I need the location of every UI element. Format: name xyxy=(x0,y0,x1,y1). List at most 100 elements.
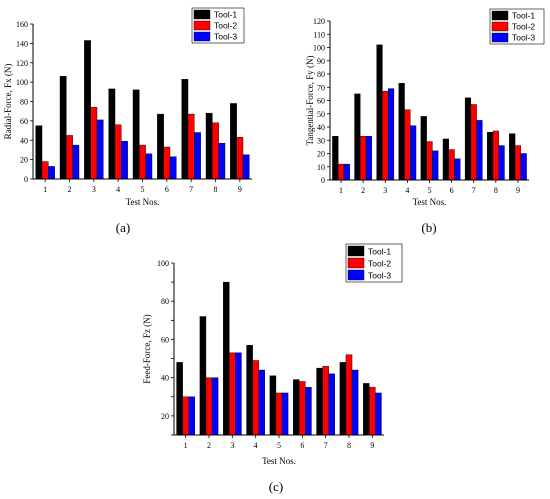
x-tick-label: 2 xyxy=(68,185,72,194)
x-tick-label: 9 xyxy=(516,186,520,195)
bar-tool-1-test-7 xyxy=(316,367,323,436)
bar-tool-3-test-9 xyxy=(375,392,382,436)
x-tick-label: 3 xyxy=(92,185,96,194)
chart-b: 0 10 20 30 40 50 60 70 80 90 100 110 120 1 2 3 4 5 6 7 8 9 Tes… xyxy=(305,8,545,235)
bar-tool-3-test-1 xyxy=(48,166,55,180)
x-tick-label: 9 xyxy=(370,441,374,450)
y-tick-label: 40 xyxy=(20,136,28,145)
bar-tool-2-test-7 xyxy=(322,366,329,436)
y-tick-label: 110 xyxy=(313,30,325,39)
legend-label-tool-2: Tool-2 xyxy=(512,22,535,32)
legend-swatch-tool-3 xyxy=(491,32,509,43)
bar-tool-1-test-8 xyxy=(339,362,347,436)
legend-label-tool-2: Tool-2 xyxy=(214,21,237,31)
x-tick-label: 4 xyxy=(254,441,258,450)
bar-tool-2-test-2 xyxy=(360,136,367,181)
bar-tool-3-test-1 xyxy=(188,396,195,436)
bar-tool-1-test-3 xyxy=(376,44,383,181)
y-tick-label: 40 xyxy=(317,123,325,132)
y-tick-label: 80 xyxy=(161,297,169,306)
x-tick-label: 7 xyxy=(189,185,193,194)
y-tick-label: 40 xyxy=(161,374,169,383)
bar-tool-3-test-4 xyxy=(410,125,417,181)
bar-tool-3-test-5 xyxy=(281,392,289,436)
y-tick-label: 120 xyxy=(313,17,325,26)
x-axis-label: Test Nos. xyxy=(262,456,296,466)
y-tick-label: 20 xyxy=(20,156,28,165)
bar-tool-3-test-6 xyxy=(305,387,312,436)
bar-tool-2-test-6 xyxy=(299,381,306,436)
bar-tool-1-test-9 xyxy=(363,383,370,436)
bar-tool-1-test-4 xyxy=(108,88,116,180)
y-tick-label: 70 xyxy=(317,83,325,92)
bar-tool-3-test-9 xyxy=(520,153,527,181)
legend-label-tool-1: Tool-1 xyxy=(214,10,237,20)
bar-tool-2-test-5 xyxy=(275,392,283,436)
bar-tool-1-test-8 xyxy=(487,132,494,181)
bar-tool-2-test-6 xyxy=(163,146,171,180)
bar-tool-2-test-1 xyxy=(337,163,345,181)
bar-tool-2-test-3 xyxy=(229,352,236,436)
bar-tool-1-test-3 xyxy=(223,281,230,436)
x-tick-label: 8 xyxy=(347,441,351,450)
y-tick-label: 60 xyxy=(161,335,169,344)
x-tick-label: 9 xyxy=(238,185,242,194)
bar-tool-1-test-2 xyxy=(354,93,361,181)
bar-tool-3-test-8 xyxy=(498,145,505,181)
bar-tool-3-test-5 xyxy=(145,153,153,180)
bar-tool-3-test-2 xyxy=(211,377,219,436)
bar-tool-2-test-4 xyxy=(404,109,411,181)
x-tick-label: 8 xyxy=(494,186,498,195)
bar-tool-1-test-5 xyxy=(132,89,140,180)
bar-tool-2-test-2 xyxy=(66,135,73,180)
y-axis-label: Radial-Force, Fx (N) xyxy=(3,64,13,140)
y-axis-label: Tangential-Force, Fy (N) xyxy=(305,55,315,145)
bar-tool-1-test-7 xyxy=(464,97,472,181)
bar-tool-1-test-8 xyxy=(205,112,213,180)
bar-tool-2-test-1 xyxy=(182,396,189,436)
bar-tool-3-test-8 xyxy=(218,142,226,180)
bar-tool-3-test-6 xyxy=(169,156,177,180)
bar-tool-2-test-3 xyxy=(382,91,389,181)
legend-swatch-tool-3 xyxy=(193,31,211,42)
x-tick-label: 4 xyxy=(405,186,409,195)
bar-tool-2-test-9 xyxy=(236,137,244,180)
legend-label-tool-1: Tool-1 xyxy=(512,11,535,21)
bar-tool-2-test-4 xyxy=(252,360,259,436)
x-tick-label: 7 xyxy=(324,441,328,450)
y-tick-label: 10 xyxy=(317,163,325,172)
bar-tool-2-test-3 xyxy=(90,107,98,180)
bar-tool-1-test-6 xyxy=(293,379,300,436)
bar-tool-2-test-9 xyxy=(369,387,376,436)
x-axis-label: Test Nos. xyxy=(126,197,160,207)
x-tick-label: 1 xyxy=(339,186,343,195)
bar-tool-3-test-4 xyxy=(258,369,265,436)
bar-tool-1-test-6 xyxy=(157,113,164,180)
y-tick-label: 0 xyxy=(321,176,325,185)
x-tick-label: 1 xyxy=(184,441,188,450)
x-tick-label: 6 xyxy=(450,186,454,195)
x-tick-label: 5 xyxy=(277,441,281,450)
legend-label-tool-2: Tool-2 xyxy=(368,259,391,269)
y-tick-label: 90 xyxy=(317,57,325,66)
y-axis-label: Feed-Force, Fz (N) xyxy=(142,314,152,383)
x-tick-label: 6 xyxy=(165,185,169,194)
y-tick-label: 20 xyxy=(317,150,325,159)
bar-tool-3-test-8 xyxy=(351,369,359,436)
y-tick-label: 0 xyxy=(24,175,28,184)
bar-tool-1-test-6 xyxy=(442,138,449,181)
bar-tool-1-test-4 xyxy=(398,83,405,181)
legend-label-tool-3: Tool-3 xyxy=(512,33,535,43)
bar-tool-2-test-4 xyxy=(114,124,122,180)
x-tick-label: 1 xyxy=(43,185,47,194)
bar-tool-2-test-8 xyxy=(212,122,219,180)
legend-swatch-tool-3 xyxy=(347,269,365,281)
legend-label-tool-3: Tool-3 xyxy=(368,271,391,281)
x-tick-label: 5 xyxy=(141,185,145,194)
bar-tool-3-test-5 xyxy=(432,150,439,181)
x-tick-label: 3 xyxy=(230,441,234,450)
bar-tool-2-test-2 xyxy=(205,377,213,436)
legend-swatch-tool-2 xyxy=(491,21,509,32)
bar-tool-2-test-5 xyxy=(139,144,146,180)
